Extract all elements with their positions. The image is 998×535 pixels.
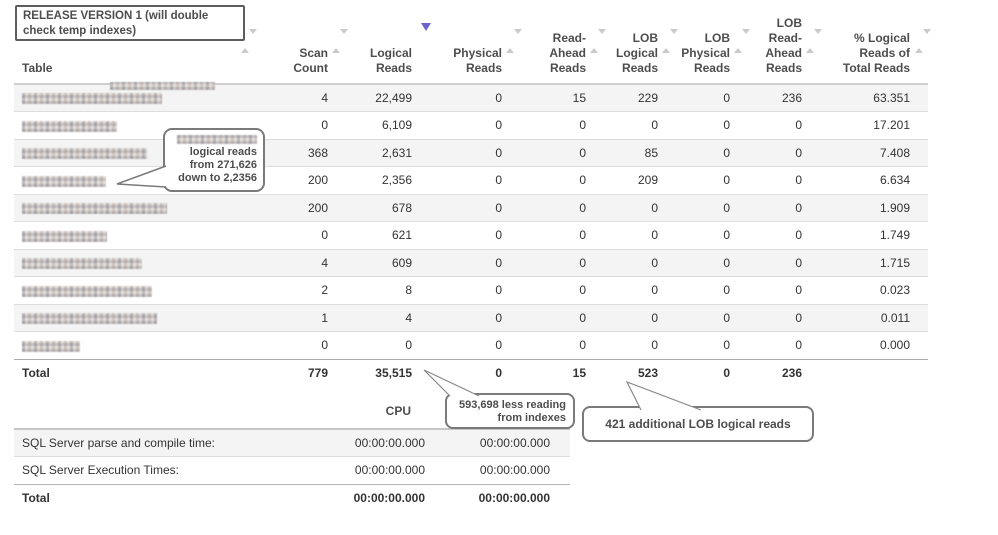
- col-header-pct-logical-reads[interactable]: % Logical Reads of Total Reads: [804, 0, 931, 85]
- times-row: SQL Server Execution Times: 00:00:00.000…: [14, 456, 570, 485]
- sort-icon[interactable]: [915, 29, 931, 53]
- release-version-note: RELEASE VERSION 1 (will double check tem…: [15, 5, 245, 41]
- table-row: 2 8 0 0 0 0 0 0.023: [14, 276, 928, 305]
- times-total-label: Total: [22, 491, 50, 506]
- col-header-lob-physical-reads[interactable]: LOB Physical Reads: [660, 0, 750, 85]
- table-row: 200 2,356 0 0 209 0 0 6.634: [14, 166, 928, 195]
- table-name-redacted: [14, 331, 254, 360]
- table-name-redacted: [14, 304, 254, 332]
- logical-reads-callout: logical reads from 271,626 down to 2,235…: [163, 128, 265, 192]
- table-row: 0 621 0 0 0 0 0 1.749: [14, 221, 928, 250]
- col-header-read-ahead-reads[interactable]: Read- Ahead Reads: [504, 0, 606, 85]
- table-name-redacted: [14, 194, 254, 222]
- cpu-time-value: 00:00:00.000: [314, 456, 425, 485]
- table-row: 0 6,109 0 0 0 0 0 17.201: [14, 111, 928, 140]
- table-row: 368 2,631 0 0 85 0 0 7.408: [14, 139, 928, 167]
- less-reading-callout: 593,698 less reading from indexes: [445, 393, 575, 429]
- cpu-time-total: 00:00:00.000: [353, 491, 425, 506]
- times-row-label: SQL Server parse and compile time:: [14, 429, 314, 457]
- times-row: SQL Server parse and compile time: 00:00…: [14, 429, 570, 457]
- table-name-redacted: [14, 221, 254, 250]
- table-row: 200 678 0 0 0 0 0 1.909: [14, 194, 928, 222]
- header-row: Table Scan Count Logical Reads Physical …: [14, 0, 931, 85]
- cpu-column-header: CPU: [385, 404, 411, 418]
- times-row-label: SQL Server Execution Times:: [14, 456, 314, 485]
- elapsed-time-value: 00:00:00.000: [425, 456, 570, 485]
- col-header-physical-reads[interactable]: Physical Reads: [414, 0, 522, 85]
- table-row: 4 22,499 0 15 229 0 236 63.351: [14, 84, 928, 112]
- times-total-row: Total 00:00:00.000 00:00:00.000: [14, 484, 570, 512]
- table-row: 4 609 0 0 0 0 0 1.715: [14, 249, 928, 277]
- table-row: 0 0 0 0 0 0 0 0.000: [14, 331, 928, 360]
- col-header-logical-reads[interactable]: Logical Reads: [330, 0, 431, 85]
- cpu-time-value: 00:00:00.000: [314, 429, 425, 457]
- table-name-redacted: [14, 276, 254, 305]
- execution-times-table: SQL Server parse and compile time: 00:00…: [14, 428, 570, 512]
- total-label: Total: [22, 366, 50, 381]
- statistics-table: Table Scan Count Logical Reads Physical …: [14, 0, 931, 387]
- table-row: 1 4 0 0 0 0 0 0.011: [14, 304, 928, 332]
- lob-reads-callout: 421 additional LOB logical reads: [582, 406, 814, 442]
- redacted-table-name: [177, 135, 257, 144]
- redacted-fragment: [110, 82, 215, 90]
- elapsed-time-total: 00:00:00.000: [478, 491, 550, 506]
- col-header-scan-count[interactable]: Scan Count: [254, 0, 348, 85]
- total-row: Total 779 35,515 0 15 523 0 236: [14, 359, 928, 387]
- table-name-redacted: [14, 249, 254, 277]
- col-header-lob-read-ahead-reads[interactable]: LOB Read- Ahead Reads: [732, 0, 822, 85]
- col-header-lob-logical-reads[interactable]: LOB Logical Reads: [588, 0, 678, 85]
- elapsed-time-value: 00:00:00.000: [425, 429, 570, 457]
